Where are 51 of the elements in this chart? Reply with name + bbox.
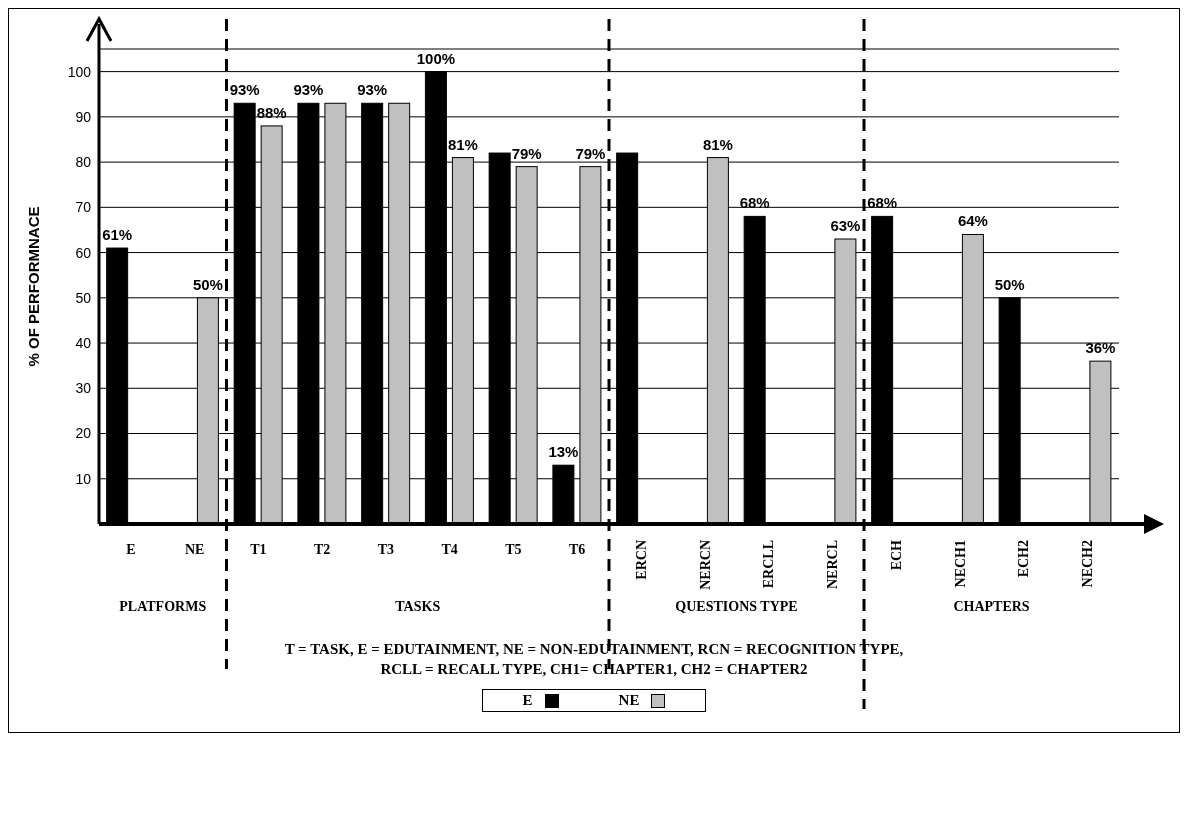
data-label: 81% <box>702 135 733 153</box>
data-label: 93% <box>293 81 324 99</box>
data-label: 79% <box>575 144 606 162</box>
y-tick-label: 100 <box>67 63 92 80</box>
text: RCLL = RECALL TYPE, CH1= CHAPTER1, CH2 = CHAPTER2 <box>379 660 809 679</box>
y-tick-label: 60 <box>75 244 92 261</box>
data-label: 79% <box>511 144 542 162</box>
data-label: 13% <box>548 443 579 461</box>
x-tick-label: ERCN <box>633 540 649 580</box>
text: CHAPTERS <box>952 599 1031 615</box>
x-tick-label: NECH2 <box>1080 540 1096 588</box>
data-label: 81% <box>447 135 478 153</box>
x-tick-label: NERCN <box>697 540 713 590</box>
y-tick-label: 30 <box>75 380 92 397</box>
data-label: 100% <box>416 49 456 67</box>
text: QUESTIONS TYPE <box>674 599 799 615</box>
y-tick-label: 20 <box>75 425 92 442</box>
text: TASKS <box>394 599 442 615</box>
data-label: 63% <box>830 217 861 234</box>
data-label: 68% <box>867 194 898 212</box>
x-tick-label: ECH2 <box>1016 540 1032 578</box>
x-tick-label: T4 <box>441 542 458 557</box>
y-tick-label: 50 <box>75 289 92 306</box>
y-tick-label: 90 <box>75 108 92 125</box>
y-tick-label: 10 <box>75 470 92 487</box>
data-label: 50% <box>994 275 1025 293</box>
text: PLATFORMS <box>118 599 208 615</box>
x-tick-label: NECH1 <box>952 540 968 588</box>
data-label: 68% <box>739 194 770 212</box>
data-label: 93% <box>357 81 388 99</box>
x-tick-label: NERCL <box>825 540 841 590</box>
x-tick-label: T1 <box>250 542 267 557</box>
data-label: 64% <box>957 212 988 230</box>
y-tick-label: 40 <box>75 335 92 352</box>
legend-label: NE <box>618 692 641 709</box>
x-tick-label: ECH <box>888 539 904 571</box>
data-label: 50% <box>192 275 223 293</box>
y-tick-label: 70 <box>75 199 92 216</box>
x-tick-label: T3 <box>377 542 395 557</box>
x-tick-label: T2 <box>313 542 331 557</box>
legend-label: E <box>522 692 534 709</box>
x-tick-label: T6 <box>568 542 586 557</box>
x-tick-label: ERCLL <box>761 540 777 589</box>
x-tick-label: E <box>126 542 136 557</box>
y-axis-title: % OF PERFORMNACE <box>25 206 43 367</box>
y-tick-label: 80 <box>75 154 92 171</box>
data-label: 61% <box>102 226 133 244</box>
x-tick-label: NE <box>184 542 205 557</box>
data-label: 36% <box>1085 339 1116 357</box>
data-label: 93% <box>229 81 260 99</box>
x-tick-label: T5 <box>505 542 522 557</box>
